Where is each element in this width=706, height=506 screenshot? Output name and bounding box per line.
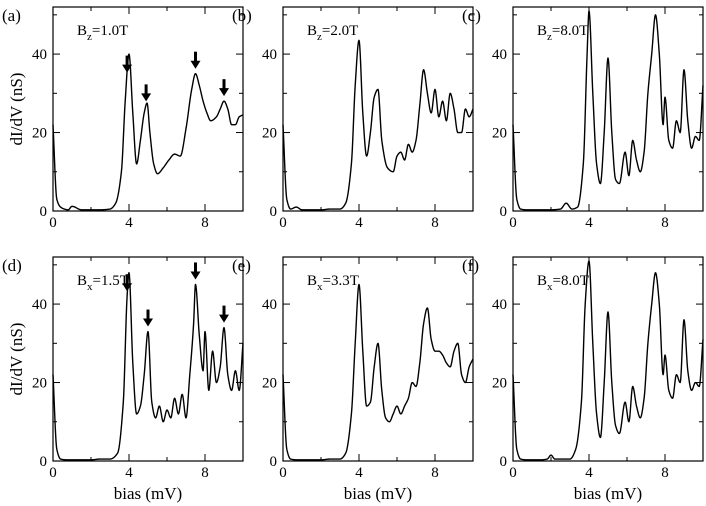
x-tick-label: 4 (585, 215, 593, 231)
dIdV-series-line (512, 260, 704, 461)
panel-e: 0 4 8 0 20 40 (e) Bx=3.3T bias (mV) (232, 256, 474, 503)
y-tick-label: 0 (270, 454, 278, 470)
peak-arrow (219, 305, 229, 323)
panel-label: (a) (2, 6, 21, 25)
x-tick-label: 4 (355, 215, 363, 231)
x-axis-label: bias (mV) (344, 484, 412, 503)
y-tick-label: 20 (262, 376, 277, 392)
panel-c: 0 4 8 0 20 40 (c) Bz=8.0T (462, 6, 704, 231)
panel-a: 0 4 8 0 20 40 (a) Bz=1.0T dI/dV (nS) (2, 6, 244, 231)
x-tick-label: 4 (125, 465, 133, 481)
plot-frame (52, 6, 244, 212)
peak-arrow (141, 84, 152, 102)
x-tick-label: 0 (509, 215, 517, 231)
y-tick-label: 40 (32, 47, 47, 63)
dIdV-series-line (52, 271, 244, 461)
panel-label: (e) (232, 256, 251, 275)
x-tick-label: 8 (661, 215, 669, 231)
y-tick-label: 20 (492, 376, 507, 392)
x-tick-label: 4 (355, 465, 363, 481)
x-axis-label: bias (mV) (574, 484, 642, 503)
y-tick-label: 0 (500, 454, 508, 470)
y-tick-label: 20 (32, 376, 47, 392)
panel-f: 0 4 8 0 20 40 (f) Bx=8.0T bias (mV) (462, 256, 704, 503)
x-tick-label: 8 (431, 465, 439, 481)
x-tick-label: 0 (279, 215, 287, 231)
x-tick-label: 4 (585, 465, 593, 481)
plot-frame (512, 6, 704, 212)
x-tick-label: 4 (125, 215, 133, 231)
dIdV-series-line (282, 283, 474, 461)
y-tick-label: 40 (262, 47, 277, 63)
x-tick-label: 8 (201, 215, 209, 231)
y-axis-label: dI/dV (nS) (7, 323, 26, 396)
dIdV-series-line (52, 53, 244, 211)
field-label: Bz=2.0T (307, 23, 358, 43)
panel-label: (d) (2, 256, 22, 275)
y-tick-label: 40 (32, 297, 47, 313)
y-tick-label: 0 (500, 204, 508, 220)
x-axis-label: bias (mV) (114, 484, 182, 503)
field-label: Bz=8.0T (537, 23, 588, 43)
x-tick-label: 0 (49, 215, 57, 231)
x-tick-label: 0 (279, 465, 287, 481)
x-tick-label: 8 (431, 215, 439, 231)
peak-arrow (143, 309, 153, 327)
peak-arrow (122, 55, 133, 73)
x-tick-label: 0 (509, 465, 517, 481)
x-tick-label: 8 (201, 465, 209, 481)
field-label: Bx=3.3T (307, 273, 359, 293)
y-tick-label: 40 (492, 297, 507, 313)
panel-b: 0 4 8 0 20 40 (b) Bz=2.0T (232, 6, 474, 231)
y-tick-label: 40 (262, 297, 277, 313)
plot-frame (512, 256, 704, 462)
peak-arrow (122, 274, 133, 292)
peak-arrow (190, 262, 201, 280)
y-tick-label: 0 (40, 204, 48, 220)
dIdV-series-line (512, 10, 704, 211)
peak-arrow (190, 51, 201, 69)
plot-frame (52, 256, 244, 462)
panel-label: (b) (232, 6, 252, 25)
peak-arrow (219, 79, 229, 97)
field-label: Bx=1.5T (77, 273, 129, 293)
y-tick-label: 20 (492, 126, 507, 142)
field-label: Bz=1.0T (77, 23, 128, 43)
panel-d: 0 4 8 0 20 40 (d) Bx=1.5T dI/dV (nS) bias (mV) (2, 256, 244, 503)
x-tick-label: 8 (661, 465, 669, 481)
y-tick-label: 40 (492, 47, 507, 63)
panel-label: (c) (462, 6, 481, 25)
y-tick-label: 20 (262, 126, 277, 142)
y-tick-label: 20 (32, 126, 47, 142)
y-tick-label: 0 (40, 454, 48, 470)
y-tick-label: 0 (270, 204, 278, 220)
x-tick-label: 0 (49, 465, 57, 481)
y-axis-label: dI/dV (nS) (7, 73, 26, 146)
dIdV-series-line (282, 39, 474, 211)
panel-label: (f) (462, 256, 479, 275)
field-label: Bx=8.0T (537, 273, 589, 293)
